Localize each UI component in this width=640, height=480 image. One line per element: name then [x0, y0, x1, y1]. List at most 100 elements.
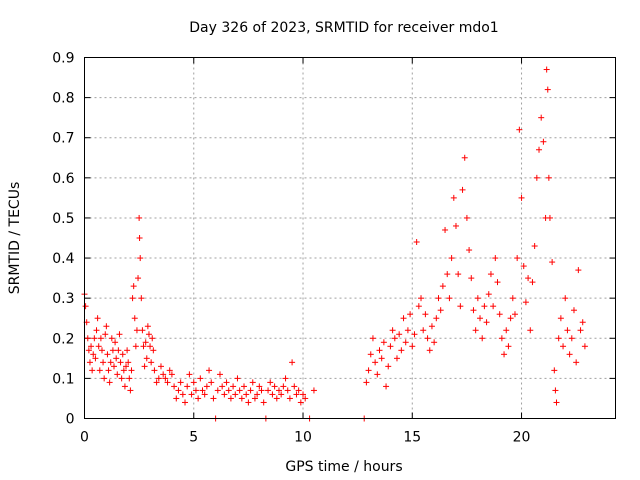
data-point — [112, 339, 119, 346]
x-tick-label: 15 — [403, 430, 421, 446]
data-point — [166, 367, 173, 374]
data-point — [151, 367, 158, 374]
data-point — [516, 126, 523, 133]
data-point — [496, 311, 503, 318]
data-point — [398, 347, 405, 354]
data-point — [543, 66, 550, 73]
data-point — [89, 367, 96, 374]
data-point — [415, 303, 422, 310]
x-tick-label: 20 — [513, 430, 531, 446]
data-point — [269, 391, 276, 398]
data-point — [520, 263, 527, 270]
data-point — [575, 267, 582, 274]
data-point — [278, 391, 285, 398]
data-point — [407, 311, 414, 318]
data-point — [141, 363, 148, 370]
data-point — [273, 395, 280, 402]
data-point — [247, 387, 254, 394]
data-point — [221, 391, 228, 398]
data-point — [103, 323, 110, 330]
data-point — [104, 351, 111, 358]
data-point — [522, 299, 529, 306]
data-point — [455, 271, 462, 278]
data-point — [133, 327, 140, 334]
data-point — [105, 367, 112, 374]
data-point — [175, 387, 182, 394]
data-point — [310, 387, 317, 394]
data-point — [409, 343, 416, 350]
data-point — [95, 343, 102, 350]
data-point — [125, 359, 132, 366]
data-point — [544, 86, 551, 93]
data-point — [378, 355, 385, 362]
data-point — [109, 347, 116, 354]
data-point — [503, 327, 510, 334]
data-point — [256, 383, 263, 390]
data-point — [195, 395, 202, 402]
data-point — [164, 379, 171, 386]
data-point — [402, 339, 409, 346]
data-point — [369, 335, 376, 342]
data-point — [376, 347, 383, 354]
data-point — [126, 375, 133, 382]
data-point — [280, 383, 287, 390]
data-point — [190, 379, 197, 386]
data-point — [267, 379, 274, 386]
data-point — [413, 239, 420, 246]
data-point — [203, 383, 210, 390]
data-point — [118, 375, 125, 382]
data-point — [538, 114, 545, 121]
y-tick-label: 0.7 — [52, 131, 74, 147]
data-point — [254, 391, 261, 398]
data-point — [86, 359, 93, 366]
data-point — [113, 355, 120, 362]
data-point — [457, 303, 464, 310]
data-point — [140, 343, 147, 350]
data-point — [444, 271, 451, 278]
data-point — [389, 327, 396, 334]
data-point — [84, 335, 91, 342]
data-point — [420, 327, 427, 334]
data-point — [179, 391, 186, 398]
data-point — [374, 371, 381, 378]
data-point — [284, 387, 291, 394]
data-point — [302, 395, 309, 402]
data-point — [120, 367, 127, 374]
data-point — [90, 351, 97, 358]
data-point — [428, 323, 435, 330]
data-point — [490, 303, 497, 310]
data-point — [150, 347, 157, 354]
data-point — [448, 255, 455, 262]
data-point — [121, 383, 128, 390]
data-point — [474, 295, 481, 302]
data-point — [227, 395, 234, 402]
data-point — [106, 379, 113, 386]
data-point — [566, 351, 573, 358]
data-point — [219, 383, 226, 390]
data-point — [367, 351, 374, 358]
data-point — [135, 275, 142, 282]
data-point — [251, 395, 258, 402]
data-point — [536, 146, 543, 153]
data-point — [197, 375, 204, 382]
data-point — [463, 214, 470, 221]
data-point — [177, 379, 184, 386]
data-point — [501, 351, 508, 358]
data-point — [533, 174, 540, 181]
data-point — [186, 371, 193, 378]
data-point — [396, 331, 403, 338]
plot-area-border — [84, 57, 616, 419]
data-point — [92, 355, 99, 362]
data-point — [291, 383, 298, 390]
data-point — [433, 315, 440, 322]
data-point — [492, 255, 499, 262]
data-point — [117, 359, 124, 366]
x-tick-label: 0 — [80, 430, 89, 446]
data-point — [293, 391, 300, 398]
data-point — [573, 359, 580, 366]
data-point — [188, 391, 195, 398]
y-axis-label: SRMTID / TECUs — [7, 182, 23, 295]
data-point — [123, 363, 130, 370]
data-point — [111, 363, 117, 370]
